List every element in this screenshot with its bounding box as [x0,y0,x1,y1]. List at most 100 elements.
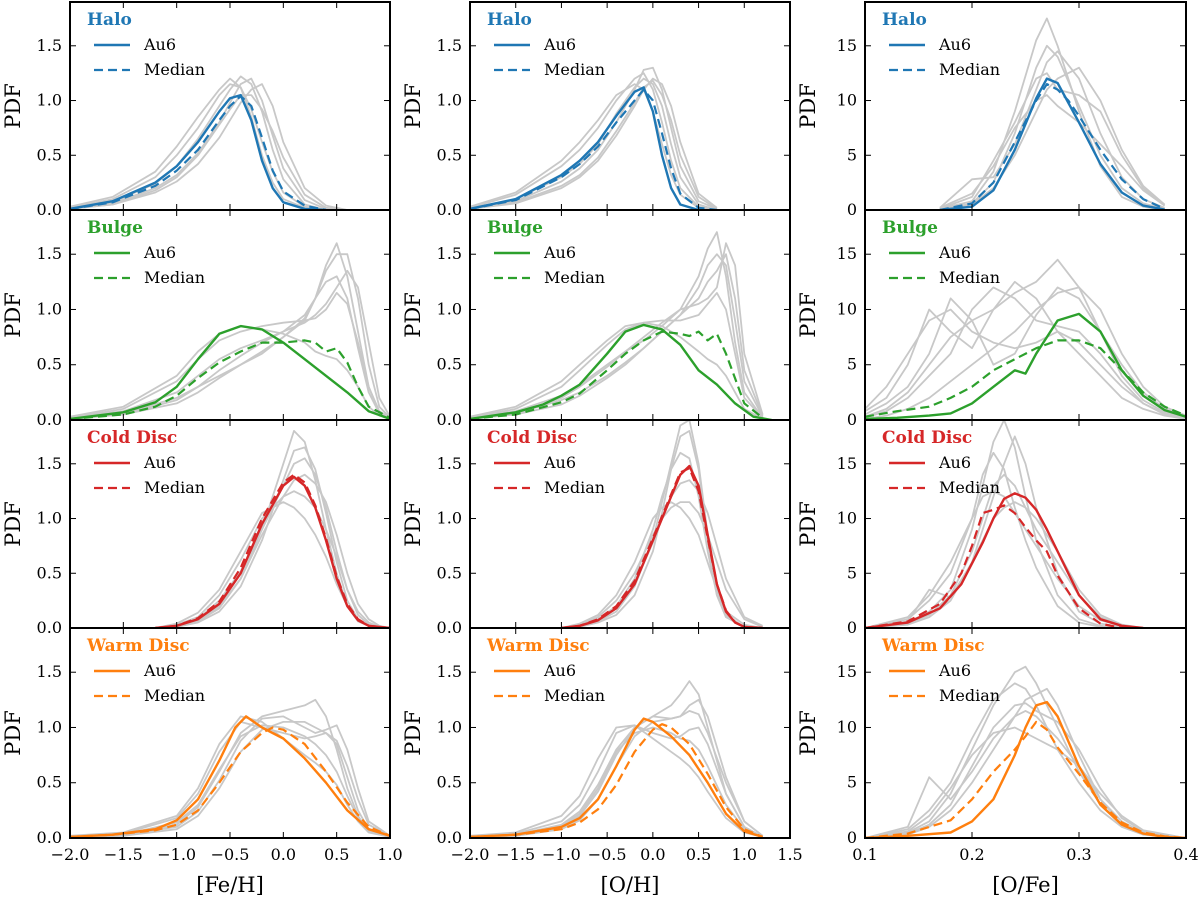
gray-curves [939,17,1166,210]
y-tick-label: 1.0 [37,717,62,736]
x-axis-label: [O/Fe] [992,873,1059,897]
gray-curve-2 [470,77,718,210]
x-tick-label: −1.5 [104,845,143,864]
legend-median-label: Median [544,478,605,497]
component-label: Halo [882,10,927,30]
panel-cold-disc-2: 0 5 10 15 Cold Disc Au6 Median PDF [796,419,1187,637]
y-tick-label: 0.0 [437,410,462,429]
component-label: Halo [87,10,132,30]
au6-curve [155,475,390,628]
legend-au6-label: Au6 [938,35,971,54]
x-tick-label: −0.5 [588,845,627,864]
median-curve [70,95,327,210]
median-curve [70,726,390,838]
legend-median-label: Median [939,478,1000,497]
gray-curve-5 [865,726,1186,838]
gray-curves [70,75,348,210]
component-label: Cold Disc [87,428,177,448]
x-tick-label: 1.0 [732,845,757,864]
y-axis-label: PDF [796,710,820,756]
gray-curve-1 [155,490,390,628]
legend-au6-label: Au6 [938,453,971,472]
gray-curve-1 [865,451,1144,628]
y-tick-label: 1.5 [437,454,462,473]
y-tick-label: 1.5 [37,454,62,473]
au6-curve [70,93,327,210]
gray-curve-5 [939,94,1166,209]
legend-au6-label: Au6 [143,243,176,262]
y-tick-label: 0.5 [37,355,62,374]
y-tick-label: 1.5 [37,36,62,55]
panel-cold-disc-0: 0.0 0.5 1.0 1.5 Cold Disc Au6 Median PDF [1,419,391,637]
x-tick-label: −1.0 [542,845,581,864]
y-tick-label: 1.0 [437,717,462,736]
legend-au6-label: Au6 [938,243,971,262]
x-tick-label: −0.5 [211,845,250,864]
gray-curves [470,680,764,838]
y-tick-label: 15 [837,454,857,473]
gray-curves [155,430,390,628]
gray-curve-1 [865,710,1186,838]
x-axis-label: [O/H] [601,873,660,897]
median-curve [865,339,1186,418]
x-tick-label: 0.2 [959,845,984,864]
y-tick-label: 0 [847,618,857,637]
y-axis-label: PDF [1,83,25,129]
gray-curve-0 [70,242,390,420]
y-axis-label: PDF [401,501,425,547]
gray-curve-3 [470,724,763,838]
gray-curve-5 [865,286,1186,420]
y-tick-label: 1.0 [37,509,62,528]
panel-halo-0: 0.0 0.5 1.0 1.5 Halo Au6 Median PDF [1,1,391,219]
y-tick-label: 0.0 [37,410,62,429]
y-tick-label: 1.0 [437,509,462,528]
au6-curve [939,77,1165,210]
gray-curve-0 [155,430,390,628]
x-tick-label: −1.5 [496,845,535,864]
y-tick-label: 1.0 [437,91,462,110]
gray-curve-0 [561,420,763,628]
y-tick-label: 1.5 [437,662,462,681]
x-tick-label: 1.5 [777,845,802,864]
y-tick-label: 0.0 [37,200,62,219]
gray-curve-4 [865,490,1144,628]
gray-curve-5 [70,724,390,838]
x-tick-label: −2.0 [51,845,90,864]
y-tick-label: 0.0 [37,618,62,637]
component-label: Warm Disc [86,636,190,656]
au6-curve [470,717,763,838]
legend-au6-label: Au6 [543,453,576,472]
gray-curve-0 [865,286,1186,418]
legend-au6-label: Au6 [143,661,176,680]
y-tick-label: 0.5 [437,145,462,164]
gray-curve-2 [470,292,764,419]
gray-curve-0 [70,698,390,838]
gray-curve-4 [155,446,390,628]
component-label: Bulge [487,218,543,238]
x-tick-label: −2.0 [451,845,490,864]
panel-halo-2: 0 5 10 15 Halo Au6 Median PDF [796,1,1187,219]
au6-curve [561,464,763,628]
gray-curve-4 [70,715,390,838]
y-tick-label: 0.0 [437,828,462,847]
y-tick-label: 0.0 [437,200,462,219]
component-label: Bulge [882,218,938,238]
legend-median-label: Median [544,268,605,287]
y-tick-label: 0.5 [37,145,62,164]
y-tick-label: 1.5 [37,662,62,681]
au6-curve [865,492,1144,628]
legend-au6-label: Au6 [543,661,576,680]
au6-curve [865,700,1186,838]
gray-curve-0 [939,17,1165,210]
y-axis-label: PDF [796,501,820,547]
x-tick-label: 0.0 [271,845,296,864]
gray-curve-3 [70,715,390,838]
legend-median-label: Median [144,478,205,497]
y-tick-label: 0.0 [437,618,462,637]
y-axis-label: PDF [1,710,25,756]
y-tick-label: 0.5 [37,563,62,582]
panel-frame [864,419,1187,629]
legend-au6-label: Au6 [938,661,971,680]
